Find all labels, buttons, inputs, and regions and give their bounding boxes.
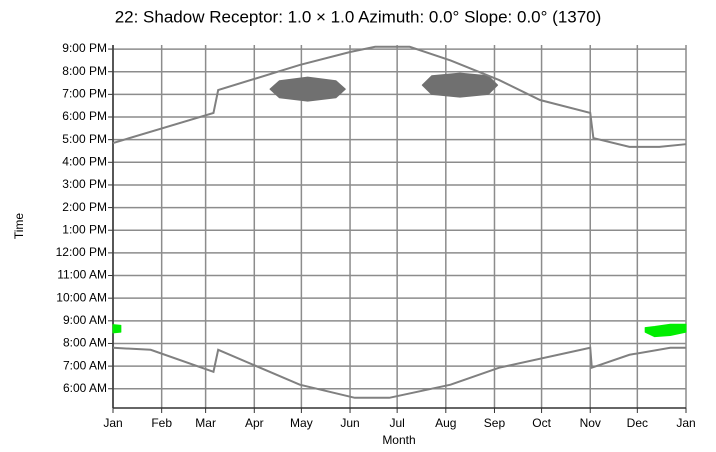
y-tick-label: 9:00 PM [62, 41, 107, 55]
shadow-patch [421, 72, 499, 98]
chart-title: 22: Shadow Receptor: 1.0 × 1.0 Azimuth: … [115, 7, 602, 26]
x-tick-label: Jan [103, 416, 122, 430]
y-tick-label: 7:00 PM [62, 87, 107, 101]
x-tick-label: Sep [484, 416, 506, 430]
x-tick-label: Dec [627, 416, 648, 430]
y-tick-label: 8:00 AM [63, 336, 107, 350]
x-tick-label: May [290, 416, 313, 430]
y-tick-label: 8:00 PM [62, 64, 107, 78]
y-tick-label: 5:00 PM [62, 132, 107, 146]
shadow-patch [112, 324, 122, 334]
y-tick-label: 1:00 PM [62, 222, 107, 236]
x-tick-label: Apr [245, 416, 264, 430]
y-tick-label: 6:00 AM [63, 381, 107, 395]
y-tick-label: 7:00 AM [63, 358, 107, 372]
y-tick-label: 4:00 PM [62, 154, 107, 168]
y-tick-label: 9:00 AM [63, 313, 107, 327]
x-tick-label: Jul [389, 416, 404, 430]
shadow-patch [269, 76, 346, 102]
y-tick-label: 3:00 PM [62, 177, 107, 191]
shadow-patch [644, 323, 687, 338]
x-axis-label: Month [382, 433, 415, 447]
sun-line [112, 45, 687, 148]
x-tick-label: Jan [676, 416, 695, 430]
y-tick-label: 11:00 AM [57, 268, 107, 282]
x-tick-label: Feb [151, 416, 172, 430]
x-tick-label: Jun [340, 416, 359, 430]
y-tick-label: 2:00 PM [62, 200, 107, 214]
x-tick-label: Mar [195, 416, 216, 430]
y-tick-label: 12:00 PM [56, 245, 107, 259]
sun-line [112, 346, 686, 399]
y-axis-label: Time [12, 213, 26, 240]
x-tick-label: Aug [435, 416, 456, 430]
x-tick-label: Oct [532, 416, 551, 430]
y-tick-label: 6:00 PM [62, 109, 107, 123]
x-tick-label: Nov [580, 416, 601, 430]
y-tick-label: 10:00 AM [56, 290, 107, 304]
